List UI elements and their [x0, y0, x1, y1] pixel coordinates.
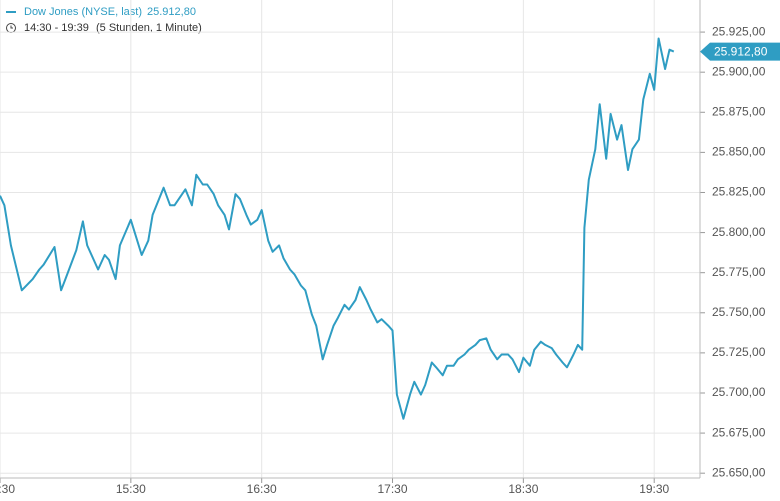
- y-tick-label: 25.900,00: [712, 64, 766, 78]
- period: 14:30 - 19:39: [24, 22, 89, 34]
- y-tick-label: 25.925,00: [712, 24, 766, 38]
- y-tick-label: 25.875,00: [712, 104, 766, 118]
- y-tick-label: 25.775,00: [712, 265, 766, 279]
- legend-value: 25.912,80: [147, 6, 196, 18]
- y-tick-label: 25.725,00: [712, 345, 766, 359]
- x-tick-label: 18:30: [508, 482, 538, 496]
- price-badge: [700, 42, 780, 61]
- x-tick-label: 15:30: [116, 482, 146, 496]
- y-tick-label: 25.800,00: [712, 225, 766, 239]
- x-tick-label: 14:30: [0, 482, 15, 496]
- x-tick-label: 19:30: [639, 482, 669, 496]
- y-tick-label: 25.675,00: [712, 425, 766, 439]
- price-badge-label: 25.912,80: [714, 44, 768, 58]
- y-tick-label: 25.650,00: [712, 465, 766, 479]
- y-tick-label: 25.750,00: [712, 305, 766, 319]
- price-line: [0, 37, 675, 420]
- clock-hands: [10, 25, 13, 29]
- x-tick-label: 17:30: [378, 482, 408, 496]
- period-note: (5 Stunden, 1 Minute): [96, 22, 202, 34]
- y-tick-label: 25.700,00: [712, 385, 766, 399]
- legend-name: Dow Jones (NYSE, last): [24, 6, 142, 18]
- y-tick-label: 25.825,00: [712, 185, 766, 199]
- y-tick-label: 25.850,00: [712, 145, 766, 159]
- x-tick-label: 16:30: [247, 482, 277, 496]
